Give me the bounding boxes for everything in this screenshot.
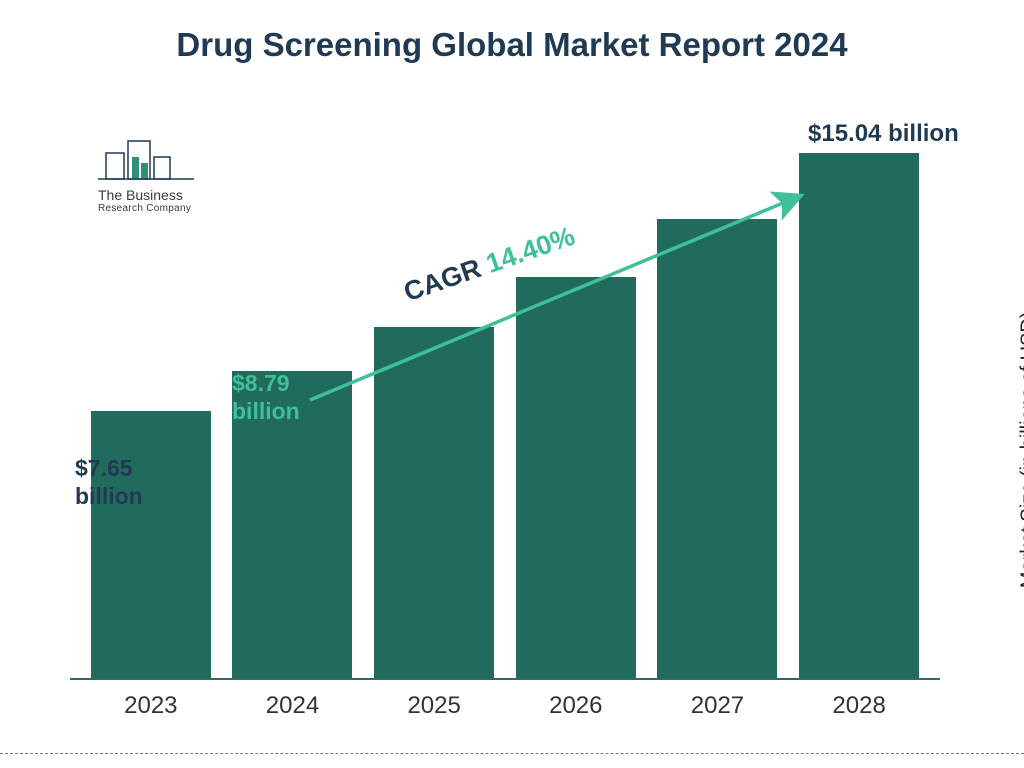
value-label: $15.04 billion	[808, 120, 959, 149]
chart-area: 202320242025202620272028	[70, 120, 940, 680]
x-labels-container: 2023 2024 2025 2026 2027 2028	[70, 692, 940, 720]
x-tick-label: 2024	[232, 692, 352, 720]
x-tick-label: 2023	[91, 692, 211, 720]
bar	[374, 327, 494, 678]
bar-slot	[91, 411, 211, 678]
bar-slot	[799, 153, 919, 678]
bar-slot	[657, 219, 777, 678]
y-axis-label: Market Size (in billions of USD)	[1018, 312, 1024, 589]
value-label: $7.65billion	[75, 455, 143, 510]
x-tick-label: 2025	[374, 692, 494, 720]
bar	[516, 277, 636, 678]
x-tick-label: 2028	[799, 692, 919, 720]
bars-container	[70, 120, 940, 678]
value-label: $8.79billion	[232, 370, 300, 425]
bar	[657, 219, 777, 678]
bar	[799, 153, 919, 678]
bar-slot	[516, 277, 636, 678]
x-axis-line	[70, 678, 940, 680]
chart-title: Drug Screening Global Market Report 2024	[0, 26, 1024, 64]
bar	[91, 411, 211, 678]
bar-slot	[374, 327, 494, 678]
x-tick-label: 2026	[516, 692, 636, 720]
bottom-divider	[0, 753, 1024, 754]
x-tick-label: 2027	[657, 692, 777, 720]
